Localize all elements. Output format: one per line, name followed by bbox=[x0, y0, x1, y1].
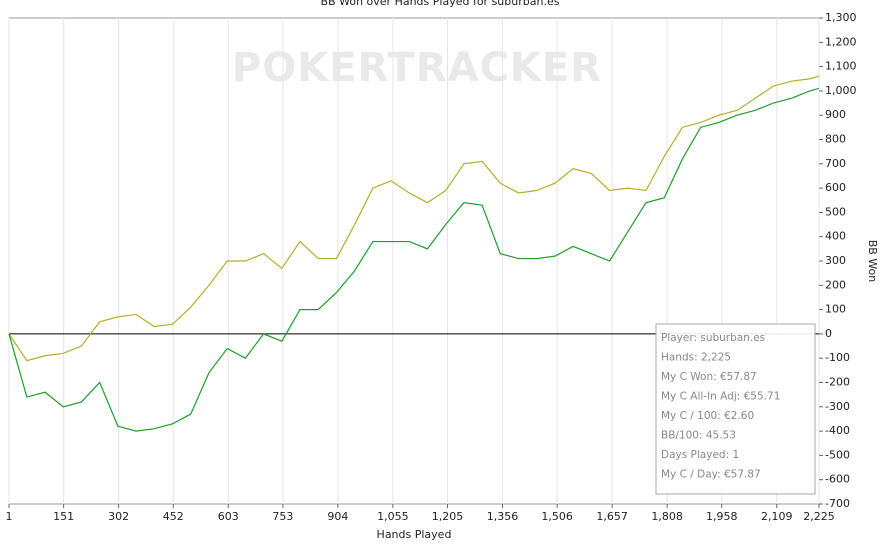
stats-text: My C Won: €57.87 bbox=[661, 371, 757, 383]
y-tick-label: -400 bbox=[825, 424, 850, 437]
x-tick-label: 1,808 bbox=[651, 510, 683, 523]
y-tick-label: 500 bbox=[825, 205, 846, 218]
y-axis-label: BB Won bbox=[866, 240, 879, 283]
x-tick-label: 753 bbox=[272, 510, 293, 523]
y-tick-label: 1,100 bbox=[825, 60, 857, 73]
y-tick-label: 200 bbox=[825, 278, 846, 291]
x-tick-label: 1,506 bbox=[541, 510, 573, 523]
y-tick-label: -700 bbox=[825, 497, 850, 510]
stats-text: Hands: 2,225 bbox=[661, 352, 731, 364]
watermark: POKERTRACKER bbox=[232, 45, 602, 91]
x-tick-label: 1,356 bbox=[487, 510, 519, 523]
y-tick-label: 800 bbox=[825, 133, 846, 146]
stats-text: Days Played: 1 bbox=[661, 449, 739, 461]
series-line bbox=[8, 75, 820, 362]
x-tick-label: 1,205 bbox=[432, 510, 464, 523]
y-tick-label: -600 bbox=[825, 473, 850, 486]
x-tick-label: 603 bbox=[218, 510, 239, 523]
y-tick-label: -100 bbox=[825, 351, 850, 364]
x-tick-label: 151 bbox=[53, 510, 74, 523]
y-tick-label: -500 bbox=[825, 448, 850, 461]
y-tick-label: 900 bbox=[825, 108, 846, 121]
y-tick-label: 0 bbox=[825, 327, 832, 340]
x-tick-label: 2,109 bbox=[761, 510, 793, 523]
x-tick-label: 2,225 bbox=[803, 510, 835, 523]
x-tick-label: 1,657 bbox=[596, 510, 628, 523]
x-axis-label: Hands Played bbox=[377, 528, 452, 541]
y-tick-label: 1,300 bbox=[825, 11, 857, 24]
y-tick-label: 100 bbox=[825, 303, 846, 316]
y-tick-label: 1,000 bbox=[825, 84, 857, 97]
x-tick-label: 904 bbox=[327, 510, 348, 523]
stats-text: My C All-In Adj: €55.71 bbox=[661, 391, 780, 403]
chart-title: BB Won over Hands Played for suburban.es bbox=[321, 0, 560, 8]
stats-box bbox=[655, 323, 816, 495]
stats-text: My C / Day: €57.87 bbox=[661, 469, 761, 481]
x-tick-label: 302 bbox=[108, 510, 129, 523]
stats-text: Player: suburban.es bbox=[661, 332, 765, 344]
stats-text: BB/100: 45.53 bbox=[661, 430, 736, 442]
y-tick-label: 600 bbox=[825, 181, 846, 194]
x-tick-label: 1,055 bbox=[377, 510, 409, 523]
y-tick-label: -300 bbox=[825, 400, 850, 413]
x-tick-label: 1 bbox=[6, 510, 13, 523]
y-tick-label: 300 bbox=[825, 254, 846, 267]
y-tick-label: 400 bbox=[825, 230, 846, 243]
stats-text: My C / 100: €2.60 bbox=[661, 410, 754, 422]
y-tick-label: 700 bbox=[825, 157, 846, 170]
y-tick-label: -200 bbox=[825, 376, 850, 389]
y-tick-label: 1,200 bbox=[825, 35, 857, 48]
series-line bbox=[8, 87, 820, 432]
x-tick-label: 1,958 bbox=[706, 510, 738, 523]
x-tick-label: 452 bbox=[163, 510, 184, 523]
